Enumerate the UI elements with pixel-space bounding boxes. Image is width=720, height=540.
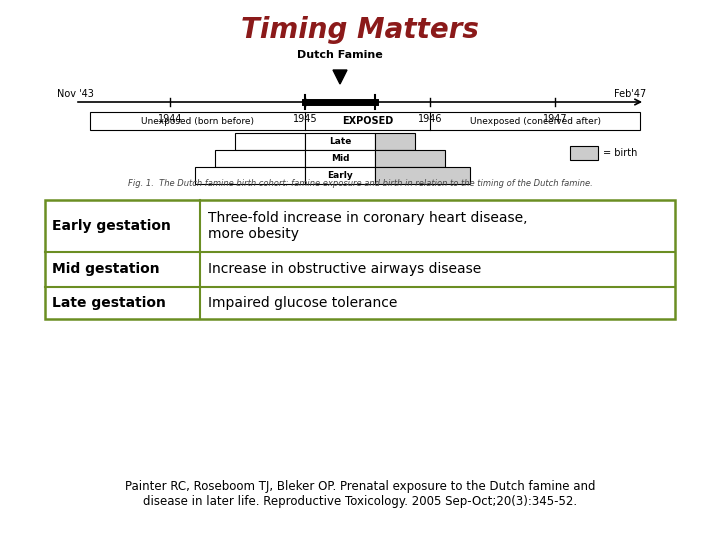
- Text: Mid: Mid: [330, 154, 349, 163]
- Bar: [305, 167, 375, 184]
- Text: 1947: 1947: [543, 114, 567, 124]
- Text: Fig. 1.  The Dutch famine birth cohort: famine exposure and birth in relation to: Fig. 1. The Dutch famine birth cohort: f…: [127, 179, 593, 188]
- Bar: [45, 200, 675, 319]
- Text: Feb'47: Feb'47: [614, 89, 646, 99]
- Text: 1946: 1946: [418, 114, 442, 124]
- Polygon shape: [333, 70, 347, 84]
- Text: Unexposed (conceived after): Unexposed (conceived after): [469, 117, 600, 125]
- Bar: [305, 150, 375, 167]
- Text: Early gestation: Early gestation: [52, 219, 171, 233]
- Bar: [305, 133, 375, 150]
- Text: Impaired glucose tolerance: Impaired glucose tolerance: [208, 296, 397, 310]
- Text: Late gestation: Late gestation: [52, 296, 166, 310]
- Bar: [375, 150, 445, 167]
- Text: Nov '43: Nov '43: [57, 89, 94, 99]
- Bar: [570, 146, 598, 160]
- Text: Dutch Famine: Dutch Famine: [297, 50, 383, 60]
- Text: Late: Late: [329, 137, 351, 146]
- Bar: [215, 150, 305, 167]
- Text: Painter RC, Roseboom TJ, Bleker OP. Prenatal exposure to the Dutch famine and
di: Painter RC, Roseboom TJ, Bleker OP. Pren…: [125, 480, 595, 508]
- Bar: [235, 133, 305, 150]
- Text: Unexposed (born before): Unexposed (born before): [141, 117, 254, 125]
- Text: Mid gestation: Mid gestation: [52, 262, 160, 276]
- Text: Three-fold increase in coronary heart disease,
more obesity: Three-fold increase in coronary heart di…: [208, 211, 528, 241]
- Text: Increase in obstructive airways disease: Increase in obstructive airways disease: [208, 262, 481, 276]
- Text: EXPOSED: EXPOSED: [342, 116, 393, 126]
- Bar: [375, 167, 470, 184]
- Bar: [375, 133, 415, 150]
- Text: Timing Matters: Timing Matters: [241, 16, 479, 44]
- Bar: [90, 112, 640, 130]
- Text: 1945: 1945: [293, 114, 318, 124]
- Text: 1944: 1944: [158, 114, 182, 124]
- Text: = birth: = birth: [603, 148, 637, 158]
- Bar: [195, 167, 305, 184]
- Text: Early: Early: [327, 171, 353, 180]
